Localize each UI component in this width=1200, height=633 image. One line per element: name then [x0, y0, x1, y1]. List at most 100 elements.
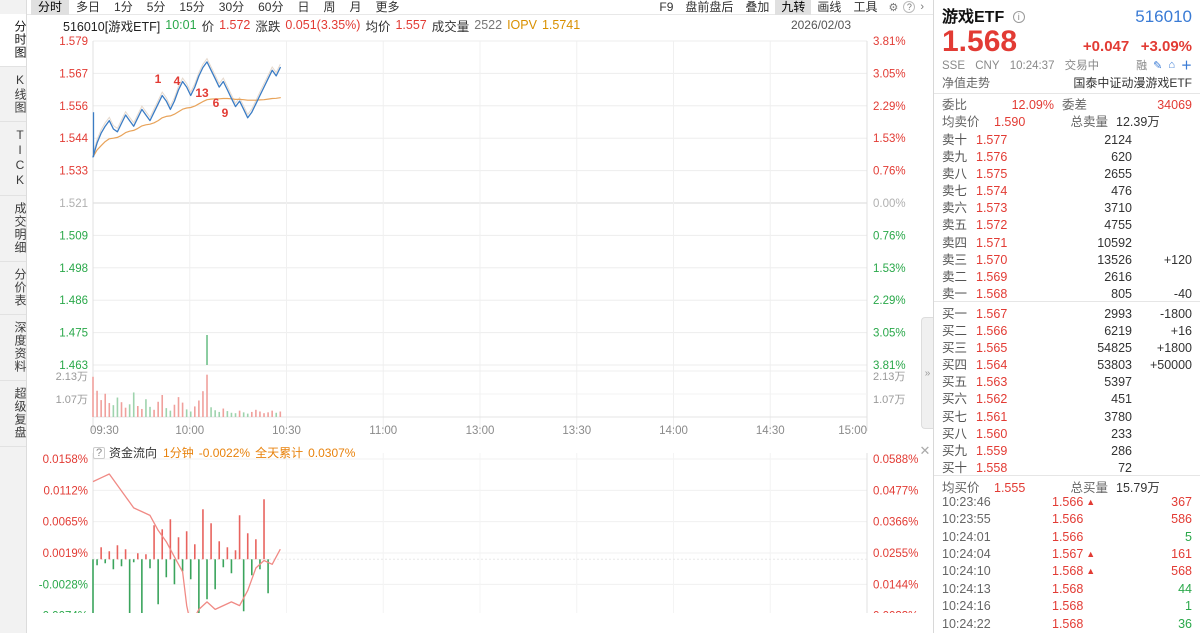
time-axis-label: 10:00 — [175, 425, 204, 437]
timeshare-chart[interactable]: 1.579 3.81% 1.567 3.05% 1.556 2.29% 1.544 1.53%… — [27, 35, 933, 613]
prepost-market-button[interactable]: 盘前盘后 — [685, 0, 734, 14]
ask-book[interactable]: 卖十 1.577 2124 卖九 1.576 620 卖八 1.575 2655 卖七 1.574 4… — [934, 129, 1200, 301]
tab-more[interactable]: 更多 — [375, 0, 400, 14]
quote-price-label: 价 — [201, 19, 215, 34]
ask-delta: +120 — [1163, 252, 1192, 267]
bid-row[interactable]: 买一 1.567 2993 -1800 — [942, 303, 1192, 321]
sidebar-item-tick[interactable]: TICK — [0, 122, 27, 196]
ask-row[interactable]: 卖三 1.570 13526 +120 — [942, 249, 1192, 267]
ask-row[interactable]: 卖八 1.575 2655 — [942, 163, 1192, 182]
sidebar-item-price-table[interactable]: 分价表 — [0, 262, 27, 315]
order-diff-value: 34069 — [1157, 98, 1192, 112]
panel-collapse-handle[interactable]: » — [921, 317, 933, 429]
percent-axis-label: 0.76% — [873, 166, 906, 178]
edit-icon[interactable]: ✎ — [1153, 59, 1163, 72]
tick-up-arrow-icon: ▲ — [1086, 496, 1096, 507]
nine-turn-button[interactable]: 九转 — [775, 0, 812, 15]
f9-button[interactable]: F9 — [659, 0, 674, 14]
bid-row[interactable]: 买四 1.564 53803 +50000 — [942, 354, 1192, 373]
total-sell-value: 12.39万 — [1116, 115, 1160, 129]
ask-price: 1.570 — [976, 252, 1008, 267]
ask-volume: 2124 — [1104, 133, 1132, 147]
ask-row[interactable]: 卖五 1.572 4755 — [942, 214, 1192, 233]
alert-icon[interactable]: ⌂ — [1168, 59, 1175, 71]
info-icon[interactable]: i — [1012, 11, 1025, 23]
ask-row[interactable]: 卖一 1.568 805 -40 — [942, 283, 1192, 301]
bid-row[interactable]: 买十 1.558 72 — [942, 457, 1192, 475]
bid-row[interactable]: 买九 1.559 286 — [942, 440, 1192, 458]
tab-month[interactable]: 月 — [349, 0, 362, 14]
bid-book[interactable]: 买一 1.567 2993 -1800 买二 1.566 6219 +16 买三 1.565 548… — [934, 303, 1200, 475]
margin-trading-icon[interactable]: 融 — [1136, 60, 1148, 72]
tools-button[interactable]: 工具 — [853, 0, 878, 14]
tab-30min[interactable]: 30分 — [218, 0, 245, 14]
ask-price: 1.575 — [976, 167, 1008, 182]
help-circle-icon[interactable]: ? — [903, 1, 916, 13]
bid-volume: 53803 — [1097, 358, 1132, 373]
tick-list[interactable]: 10:23:46 1.566 ▲ 367 10:23:55 1.566 586 10:24:0… — [934, 495, 1200, 633]
help-icon[interactable]: ? — [93, 446, 105, 459]
sidebar-item-trade-detail[interactable]: 成交明细 — [0, 196, 27, 262]
sidebar-item-depth-data[interactable]: 深度资料 — [0, 315, 27, 381]
tab-60min[interactable]: 60分 — [258, 0, 284, 14]
tick-row[interactable]: 10:23:55 1.566 586 — [942, 512, 1192, 529]
tick-price: 1.567 ▲ — [1052, 547, 1096, 562]
sidebar-item-kline[interactable]: K线图 — [0, 67, 27, 122]
ask-volume: 805 — [1111, 286, 1132, 301]
ask-volume: 4755 — [1104, 218, 1132, 233]
ask-row[interactable]: 卖六 1.573 3710 — [942, 197, 1192, 216]
sidebar-item-label: 分时图 — [13, 20, 27, 59]
tick-volume: 586 — [1171, 512, 1192, 527]
tab-5min[interactable]: 5分 — [146, 0, 166, 14]
tick-row[interactable]: 10:24:04 1.567 ▲ 161 — [942, 547, 1192, 564]
ask-row[interactable]: 卖二 1.569 2616 — [942, 266, 1192, 284]
add-to-watchlist-icon[interactable]: ＋ — [1181, 60, 1192, 72]
bid-row[interactable]: 买三 1.565 54825 +1800 — [942, 337, 1192, 355]
order-ratio-stats: 委比 12.09% 委差 34069 — [934, 94, 1200, 112]
close-icon[interactable]: ✕ — [919, 443, 931, 458]
ask-row[interactable]: 卖九 1.576 620 — [942, 146, 1192, 165]
ask-volume: 3710 — [1104, 201, 1132, 216]
tick-row[interactable]: 10:24:10 1.568 ▲ 568 — [942, 564, 1192, 581]
bid-row[interactable]: 买六 1.562 451 — [942, 388, 1192, 406]
tick-row[interactable]: 10:24:13 1.568 44 — [942, 582, 1192, 599]
tab-15min[interactable]: 15分 — [179, 0, 205, 14]
tick-time: 10:23:46 — [942, 494, 991, 509]
chevron-right-icon[interactable]: › — [920, 1, 924, 13]
bid-row[interactable]: 买二 1.566 6219 +16 — [942, 320, 1192, 338]
bid-row[interactable]: 买五 1.563 5397 — [942, 371, 1192, 389]
price-axis-label: 1.498 — [59, 263, 88, 275]
change-group: +0.047 +3.09% — [1083, 38, 1192, 55]
gear-icon[interactable]: ⚙ — [888, 1, 899, 14]
moneyflow-axis-label-right: 0.0588% — [873, 454, 918, 466]
tab-week[interactable]: 周 — [323, 0, 336, 14]
ask-level: 卖九 — [942, 150, 968, 165]
tick-row[interactable]: 10:24:22 1.568 36 — [942, 617, 1192, 633]
bid-row[interactable]: 买八 1.560 233 — [942, 423, 1192, 441]
draw-line-button[interactable]: 画线 — [817, 0, 842, 14]
bid-row[interactable]: 买七 1.561 3780 — [942, 406, 1192, 424]
moneyflow-axis-label-right: 0.0255% — [873, 548, 918, 560]
ask-row[interactable]: 卖四 1.571 10592 — [942, 232, 1192, 250]
tab-timeshare[interactable]: 分时 — [31, 0, 70, 15]
bid-volume: 72 — [1118, 460, 1132, 475]
tab-multiday[interactable]: 多日 — [76, 0, 101, 14]
ask-row[interactable]: 卖十 1.577 2124 — [942, 129, 1192, 147]
nav-trend-label[interactable]: 净值走势 — [942, 76, 991, 90]
tab-1min[interactable]: 1分 — [114, 0, 133, 14]
sidebar-item-timeshare[interactable]: 分时图 — [0, 14, 27, 67]
tick-row[interactable]: 10:24:01 1.566 5 — [942, 530, 1192, 547]
reference-line — [92, 57, 281, 154]
avg-sell-row: 均卖价 1.590 总卖量 12.39万 — [934, 111, 1200, 129]
ask-row[interactable]: 卖七 1.574 476 — [942, 180, 1192, 198]
tick-row[interactable]: 10:23:46 1.566 ▲ 367 — [942, 495, 1192, 512]
tab-day[interactable]: 日 — [297, 0, 310, 14]
bid-level: 买一 — [942, 306, 968, 321]
average-price-line — [92, 97, 281, 158]
ask-price: 1.576 — [976, 150, 1008, 165]
sidebar-item-super-review[interactable]: 超级复盘 — [0, 381, 27, 447]
total-sell-label: 总卖量 — [1070, 115, 1108, 129]
overlay-button[interactable]: 叠加 — [745, 0, 770, 14]
tick-row[interactable]: 10:24:16 1.568 1 — [942, 599, 1192, 616]
